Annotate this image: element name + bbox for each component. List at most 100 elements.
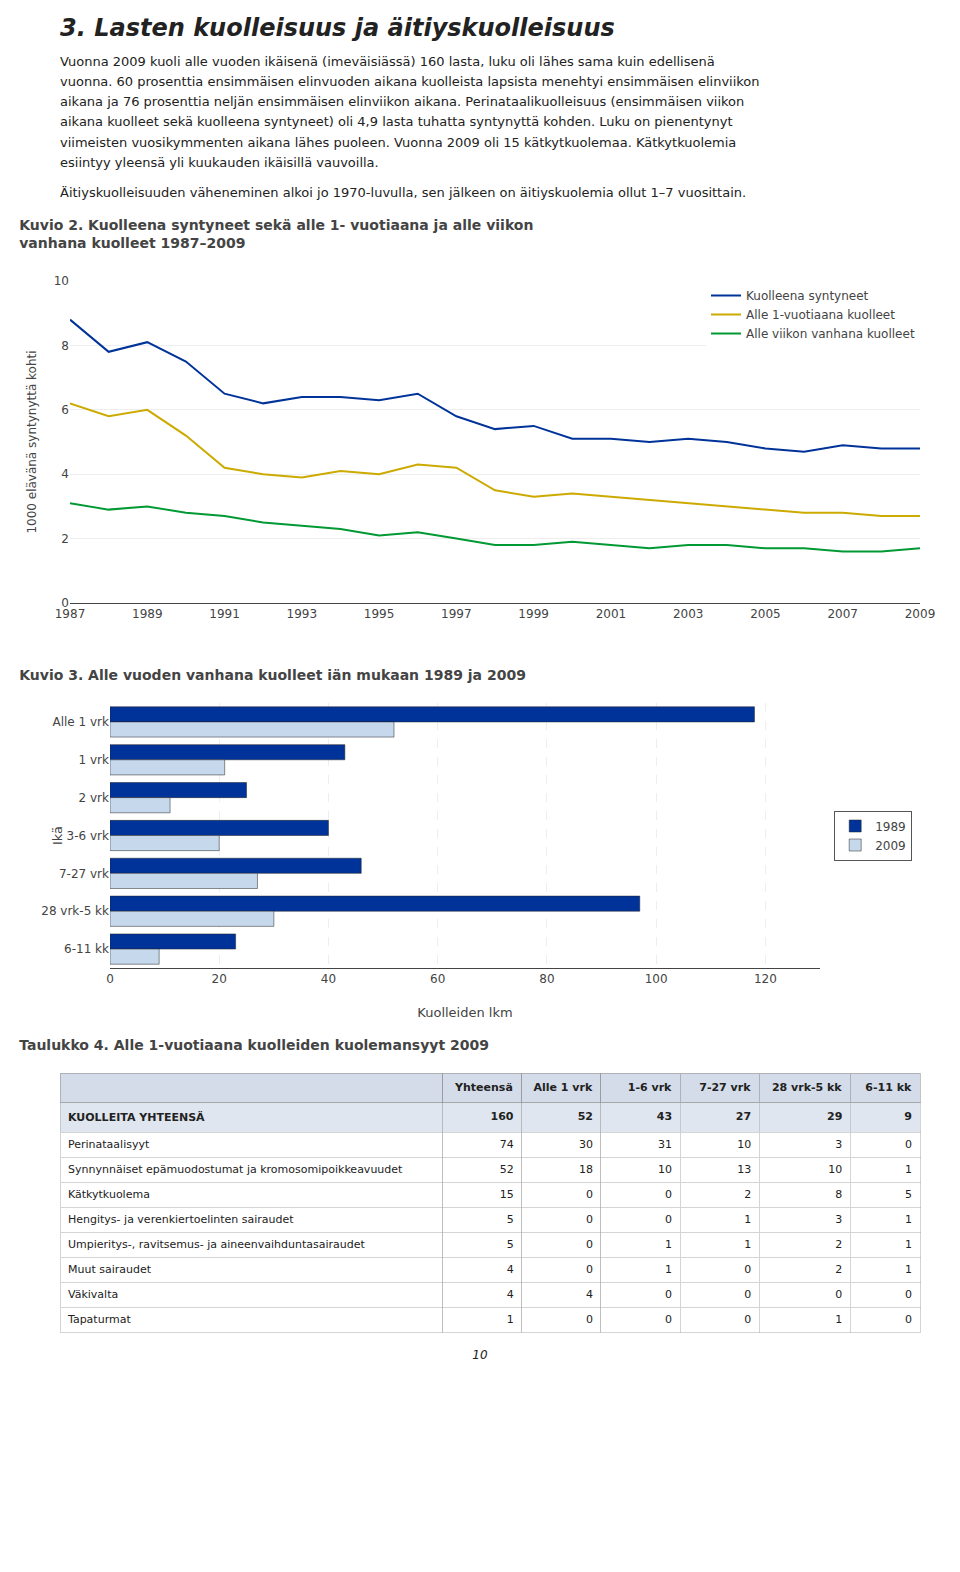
svg-text:10: 10 (54, 274, 69, 288)
svg-text:20: 20 (212, 972, 227, 986)
svg-text:1: 1 (905, 1163, 912, 1176)
svg-text:Kuvio 2. Kuolleena syntyneet s: Kuvio 2. Kuolleena syntyneet sekä alle 1… (19, 217, 533, 251)
svg-text:Alle viikon vanhana kuolleet: Alle viikon vanhana kuolleet (746, 327, 915, 341)
svg-text:160: 160 (491, 1110, 514, 1123)
svg-text:Alle 1 vrk: Alle 1 vrk (52, 715, 109, 729)
svg-text:KUOLLEITA YHTEENSÄ: KUOLLEITA YHTEENSÄ (68, 1110, 205, 1124)
svg-text:0: 0 (106, 972, 114, 986)
svg-text:18: 18 (579, 1163, 593, 1176)
svg-text:30: 30 (579, 1138, 593, 1151)
svg-text:5: 5 (905, 1188, 912, 1201)
svg-text:Muut sairaudet: Muut sairaudet (68, 1263, 152, 1276)
svg-text:0: 0 (586, 1188, 593, 1201)
svg-text:0: 0 (744, 1263, 751, 1276)
svg-text:13: 13 (737, 1163, 751, 1176)
svg-text:0: 0 (61, 596, 69, 610)
svg-text:29: 29 (827, 1110, 842, 1123)
svg-text:Hengitys- ja verenkiertoelinte: Hengitys- ja verenkiertoelinten sairaude… (68, 1213, 294, 1226)
svg-text:Tapaturmat: Tapaturmat (67, 1313, 131, 1326)
svg-text:0: 0 (586, 1313, 593, 1326)
svg-text:2: 2 (835, 1238, 842, 1251)
svg-text:Kätkytkuolema: Kätkytkuolema (68, 1188, 150, 1201)
svg-text:1 vrk: 1 vrk (79, 753, 109, 767)
svg-text:60: 60 (430, 972, 445, 986)
svg-text:1997: 1997 (441, 607, 472, 621)
svg-text:2007: 2007 (827, 607, 858, 621)
svg-text:1989: 1989 (132, 607, 163, 621)
svg-text:Yhteensä: Yhteensä (454, 1081, 513, 1094)
svg-text:Taulukko 4. Alle 1-vuotiaana k: Taulukko 4. Alle 1-vuotiaana kuolleiden … (19, 1037, 489, 1053)
svg-text:9: 9 (904, 1110, 912, 1123)
svg-text:1993: 1993 (287, 607, 318, 621)
svg-text:Väkivalta: Väkivalta (68, 1288, 118, 1301)
svg-text:52: 52 (500, 1163, 514, 1176)
svg-text:0: 0 (905, 1138, 912, 1151)
svg-text:Umpieritys-, ravitsemus- ja ai: Umpieritys-, ravitsemus- ja aineenvaihdu… (68, 1238, 366, 1251)
svg-text:2005: 2005 (750, 607, 781, 621)
svg-text:5: 5 (507, 1238, 514, 1251)
svg-text:1991: 1991 (209, 607, 240, 621)
svg-text:6-11 kk: 6-11 kk (865, 1081, 912, 1094)
svg-text:10: 10 (737, 1138, 751, 1151)
svg-text:4: 4 (586, 1288, 593, 1301)
svg-text:8: 8 (835, 1188, 842, 1201)
svg-text:4: 4 (61, 467, 69, 481)
svg-text:1999: 1999 (518, 607, 549, 621)
svg-text:Kuolleiden lkm: Kuolleiden lkm (417, 1005, 512, 1020)
svg-text:2003: 2003 (673, 607, 704, 621)
svg-text:Perinataalisyyt: Perinataalisyyt (68, 1138, 150, 1151)
svg-text:1: 1 (507, 1313, 514, 1326)
svg-text:3-6 vrk: 3-6 vrk (67, 829, 109, 843)
svg-text:1: 1 (905, 1238, 912, 1251)
svg-text:1000 elävänä syntynyttä kohti: 1000 elävänä syntynyttä kohti (25, 350, 39, 533)
svg-text:43: 43 (657, 1110, 672, 1123)
svg-text:Kuvio 3. Alle vuoden vanhana k: Kuvio 3. Alle vuoden vanhana kuolleet iä… (19, 667, 526, 683)
svg-text:0: 0 (586, 1263, 593, 1276)
svg-text:2001: 2001 (596, 607, 627, 621)
svg-text:0: 0 (586, 1213, 593, 1226)
svg-text:3: 3 (835, 1138, 842, 1151)
svg-text:7-27 vrk: 7-27 vrk (699, 1081, 751, 1094)
svg-text:0: 0 (665, 1188, 672, 1201)
svg-text:0: 0 (905, 1288, 912, 1301)
svg-text:3: 3 (835, 1213, 842, 1226)
svg-text:31: 31 (658, 1138, 672, 1151)
svg-text:74: 74 (500, 1138, 514, 1151)
svg-text:8: 8 (61, 339, 69, 353)
svg-text:80: 80 (539, 972, 554, 986)
svg-text:2: 2 (835, 1263, 842, 1276)
svg-text:1: 1 (665, 1263, 672, 1276)
svg-text:6-11 kk: 6-11 kk (64, 942, 109, 956)
svg-text:10: 10 (658, 1163, 672, 1176)
svg-text:4: 4 (507, 1288, 514, 1301)
svg-text:2: 2 (61, 532, 69, 546)
svg-text:6: 6 (61, 403, 69, 417)
svg-text:1: 1 (905, 1213, 912, 1226)
svg-text:Alle 1-vuotiaana kuolleet: Alle 1-vuotiaana kuolleet (746, 308, 895, 322)
svg-text:28 vrk-5 kk: 28 vrk-5 kk (41, 904, 109, 918)
svg-text:10: 10 (828, 1163, 842, 1176)
svg-text:1-6 vrk: 1-6 vrk (628, 1081, 672, 1094)
svg-text:1987: 1987 (55, 607, 86, 621)
svg-text:0: 0 (744, 1288, 751, 1301)
svg-text:4: 4 (507, 1263, 514, 1276)
svg-text:1: 1 (744, 1238, 751, 1251)
svg-text:Kuolleena syntyneet: Kuolleena syntyneet (746, 289, 869, 303)
svg-text:40: 40 (321, 972, 336, 986)
svg-text:15: 15 (500, 1188, 514, 1201)
svg-text:7-27 vrk: 7-27 vrk (59, 867, 109, 881)
svg-text:1: 1 (744, 1213, 751, 1226)
svg-text:0: 0 (665, 1213, 672, 1226)
svg-text:0: 0 (665, 1288, 672, 1301)
svg-text:2 vrk: 2 vrk (79, 791, 109, 805)
svg-text:Synnynnäiset epämuodostumat ja: Synnynnäiset epämuodostumat ja kromosomi… (68, 1163, 403, 1176)
svg-text:1: 1 (665, 1238, 672, 1251)
svg-text:Ikä: Ikä (50, 826, 65, 845)
svg-text:0: 0 (835, 1288, 842, 1301)
svg-text:0: 0 (744, 1313, 751, 1326)
svg-text:2009: 2009 (875, 839, 906, 853)
svg-text:1: 1 (835, 1313, 842, 1326)
svg-text:Alle 1 vrk: Alle 1 vrk (534, 1081, 593, 1094)
svg-text:1: 1 (905, 1263, 912, 1276)
svg-text:0: 0 (905, 1313, 912, 1326)
